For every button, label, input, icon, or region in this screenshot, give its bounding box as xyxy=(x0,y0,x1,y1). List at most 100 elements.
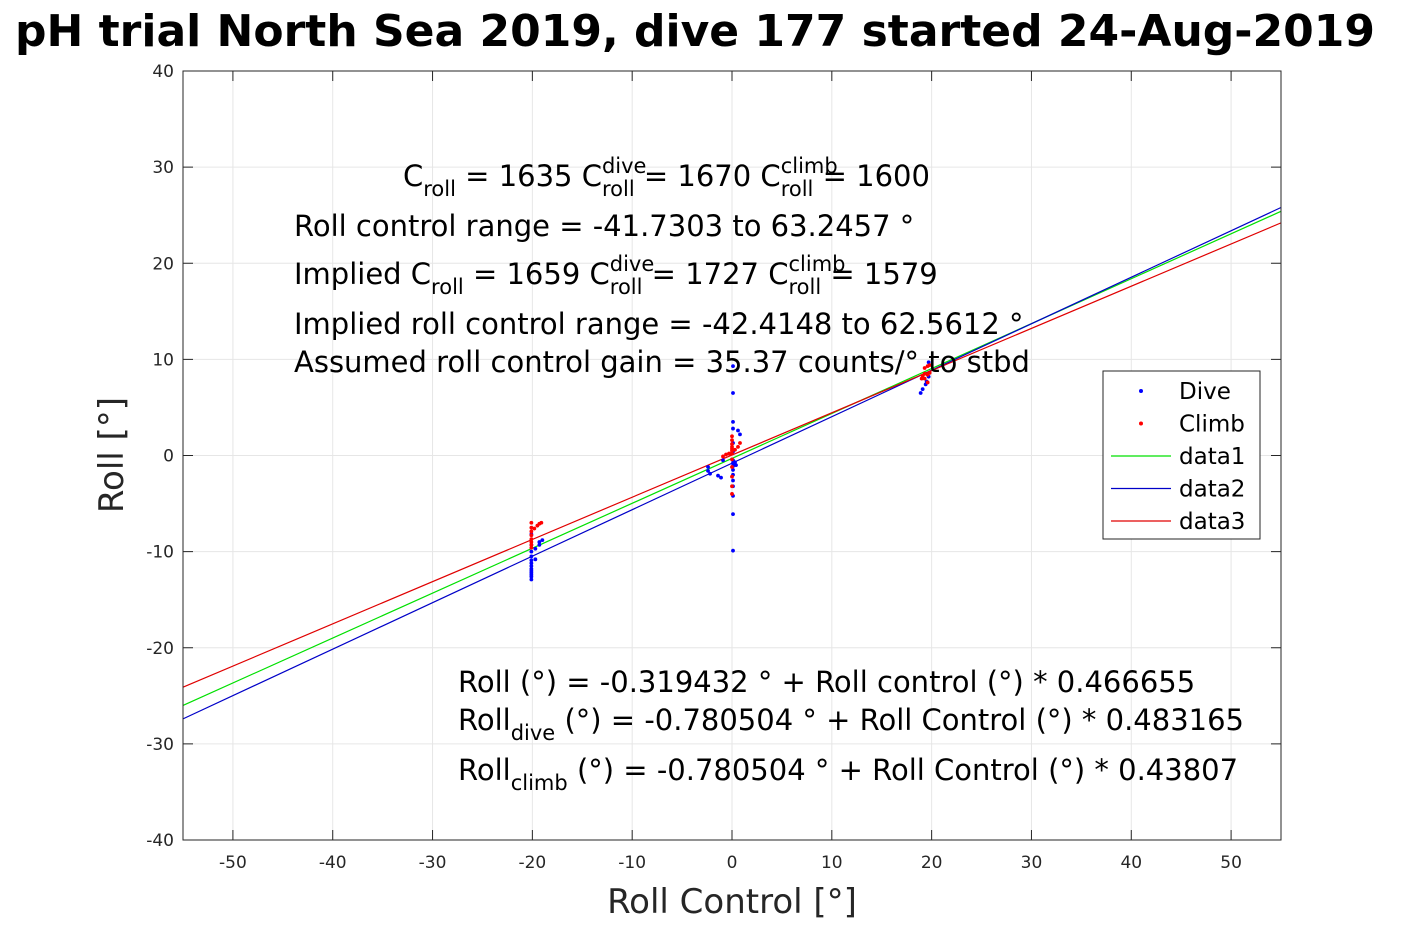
annotation-text: Roll xyxy=(458,703,511,737)
x-tick-label: 40 xyxy=(1120,853,1142,873)
series-point-dive xyxy=(731,419,735,424)
series-point-climb xyxy=(529,525,534,530)
series-point-climb xyxy=(922,376,927,381)
series-point-climb xyxy=(730,492,734,496)
series-point-climb xyxy=(730,465,734,469)
series-point-dive xyxy=(533,557,538,562)
series-point-dive xyxy=(533,546,538,551)
series-point-climb xyxy=(927,363,932,368)
y-tick-label: -20 xyxy=(146,639,174,659)
legend-label-dive: Dive xyxy=(1179,379,1231,405)
legend-swatch-dive xyxy=(1139,389,1143,393)
series-point-climb xyxy=(738,441,742,445)
annotations: Croll = 1635 Cdive roll = 1670 Cclimb roll… xyxy=(294,154,1244,795)
series-point-dive xyxy=(529,561,534,566)
x-tick-label: 50 xyxy=(1220,853,1242,873)
annotation-text: Roll control range = -41.7303 to 63.2457… xyxy=(294,209,914,243)
annotation-text: = 1659 C xyxy=(464,257,610,291)
x-tick-label: 30 xyxy=(1021,853,1043,873)
series-point-climb xyxy=(529,533,534,538)
annotation-subscript: roll xyxy=(431,275,464,299)
series-point-dive xyxy=(926,360,931,365)
y-tick-label: -30 xyxy=(146,735,174,755)
x-axis-label: Roll Control [°] xyxy=(607,882,857,922)
y-tick-label: 40 xyxy=(152,62,174,82)
x-tick-label: -50 xyxy=(219,853,247,873)
x-tick-label: -40 xyxy=(319,853,347,873)
series-point-dive xyxy=(537,540,542,544)
series-point-dive xyxy=(733,460,737,465)
chart-title: pH trial North Sea 2019, dive 177 starte… xyxy=(15,6,1375,57)
x-tick-label: 10 xyxy=(821,853,843,873)
series-point-dive xyxy=(706,468,710,473)
annotation-text: = 1727 C xyxy=(642,257,788,291)
series-point-climb xyxy=(730,474,734,479)
series-point-dive xyxy=(731,391,735,395)
annotation-text: Roll xyxy=(458,753,511,787)
x-tick-label: -30 xyxy=(419,853,447,873)
series-point-dive xyxy=(529,554,534,559)
series-point-climb xyxy=(529,542,534,547)
y-axis-ticks: -40 -30 -20 -10 0 10 20 30 40 xyxy=(146,62,1281,851)
series-point-climb xyxy=(925,380,930,385)
annotation-line: Roll control range = -41.7303 to 63.2457… xyxy=(294,209,914,243)
series-point-climb xyxy=(919,376,924,381)
annotation-line: Rolldive (°) = -0.780504 ° + Roll Contro… xyxy=(458,703,1244,745)
series-point-climb xyxy=(539,520,544,525)
series-point-climb xyxy=(922,371,927,376)
series-point-climb xyxy=(730,457,734,462)
x-axis-ticks: -50 -40 -30 -20 -10 0 10 20 30 40 50 xyxy=(219,71,1242,873)
series-point-climb xyxy=(727,451,731,456)
y-tick-label: 10 xyxy=(152,350,174,370)
annotation-text: Implied C xyxy=(294,257,431,291)
series-point-dive xyxy=(920,387,925,392)
annotation-text: Assumed roll control gain = 35.37 counts… xyxy=(294,345,1030,379)
series-point-dive xyxy=(706,465,710,469)
legend-label-climb: Climb xyxy=(1179,412,1245,438)
y-tick-label: -10 xyxy=(146,543,174,563)
y-tick-label: -40 xyxy=(146,831,174,851)
series-point-dive xyxy=(731,548,735,553)
series-point-dive xyxy=(731,426,735,431)
series-point-dive xyxy=(738,432,742,437)
series-point-climb xyxy=(730,434,734,439)
series-point-climb xyxy=(730,484,734,489)
series-point-climb xyxy=(730,451,734,456)
legend-label-data2: data2 xyxy=(1179,477,1245,503)
series-point-dive xyxy=(708,471,712,476)
series-point-climb xyxy=(736,444,740,449)
y-axis-label: Roll [°] xyxy=(92,397,132,513)
series-point-dive xyxy=(537,542,542,547)
series-point-dive xyxy=(731,468,735,472)
annotation-text: C xyxy=(403,159,423,193)
annotation-text: = 1635 C xyxy=(456,159,602,193)
series-point-climb xyxy=(529,529,534,534)
series-point-dive xyxy=(918,391,923,395)
series-point-climb xyxy=(730,442,734,446)
series-point-climb xyxy=(721,454,725,459)
legend-label-data3: data3 xyxy=(1179,509,1245,535)
annotation-superscript: climb xyxy=(788,252,845,276)
annotation-subscript: dive xyxy=(511,721,556,745)
series-point-dive xyxy=(529,558,534,563)
annotation-line: Implied roll control range = -42.4148 to… xyxy=(294,307,1024,341)
series-point-dive xyxy=(736,428,740,433)
annotation-text: (°) = -0.780504 ° + Roll Control (°) * 0… xyxy=(568,753,1238,787)
x-tick-label: -20 xyxy=(518,853,546,873)
series-point-climb xyxy=(529,540,534,544)
legend-label-data1: data1 xyxy=(1179,444,1245,470)
series-point-climb xyxy=(927,370,932,375)
x-tick-label: 20 xyxy=(921,853,943,873)
x-tick-label: -10 xyxy=(618,853,646,873)
annotation-subscript: roll xyxy=(423,177,456,201)
series-point-dive xyxy=(716,473,720,478)
data-points xyxy=(529,360,932,582)
legend-box xyxy=(1102,370,1261,540)
annotation-subscript: roll xyxy=(788,275,821,299)
annotation-line: Croll = 1635 Cdive roll = 1670 Cclimb roll… xyxy=(403,154,930,201)
series-point-dive xyxy=(529,549,534,554)
annotation-text: = 1600 xyxy=(813,159,930,193)
y-tick-label: 30 xyxy=(152,158,174,178)
x-tick-label: 0 xyxy=(727,853,738,873)
